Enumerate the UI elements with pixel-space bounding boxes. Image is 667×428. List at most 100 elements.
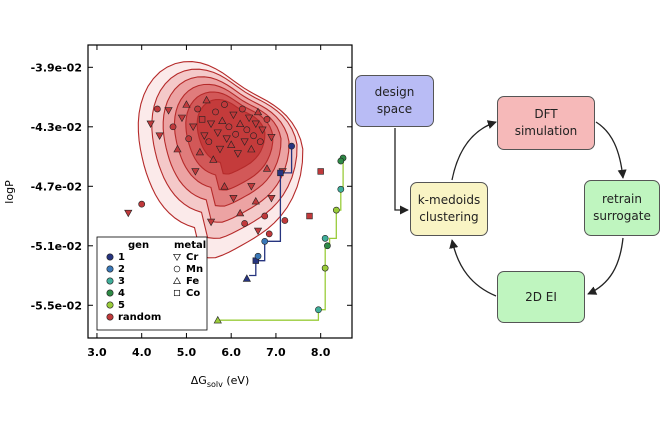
- x-axis-ticks: 3.0 4.0 5.0 6.0 7.0 8.0: [87, 45, 331, 359]
- k-medoids-clustering-node: k-medoids clustering: [410, 182, 488, 236]
- 2d-ei-node: 2D EI: [497, 271, 585, 323]
- data-point-gen-random: [253, 227, 263, 236]
- arrow-2dei-to-kmedoids: [449, 239, 497, 297]
- data-point-gen-random: [241, 220, 248, 227]
- legend-metal-marker: [173, 276, 181, 285]
- data-point-gen-random: [306, 212, 313, 220]
- data-point-gen-random: [153, 105, 161, 113]
- dft-simulation-node: DFT simulation: [497, 96, 595, 150]
- data-point-gen-random: [317, 168, 324, 175]
- data-point-gen-random: [263, 116, 271, 123]
- data-point-gen-random: [182, 100, 191, 108]
- data-point-gen-random: [177, 114, 187, 123]
- x-axis-label: ΔGsolv (eV): [191, 374, 249, 389]
- legend-gen-label: 3: [118, 276, 125, 287]
- legend-metal-label: Co: [186, 288, 200, 299]
- legend-metal-label: Cr: [186, 252, 198, 263]
- data-point-gen-random: [247, 144, 256, 153]
- data-point-gen-random: [281, 217, 289, 224]
- data-point-gen-random: [222, 135, 231, 143]
- legend-gen-marker: [106, 277, 114, 285]
- y-tick-label: -4.7e-02: [31, 180, 82, 193]
- legend-metal-label: Mn: [186, 264, 203, 275]
- arrow-dft-to-retrain: [595, 121, 627, 179]
- legend-metal-marker: [173, 253, 181, 262]
- data-point-gen-random: [232, 130, 240, 138]
- x-tick-label: 5.0: [177, 346, 197, 359]
- data-point-gen-random: [213, 129, 222, 137]
- data-point-gen-random: [169, 123, 177, 131]
- legend-gen-label: 1: [118, 252, 125, 263]
- legend-metal-marker: [173, 289, 181, 297]
- data-point-gen-random: [221, 101, 228, 108]
- data-point-gen-random: [262, 164, 272, 172]
- data-point-gen-random: [251, 196, 260, 205]
- y-tick-label: -4.3e-02: [31, 121, 82, 134]
- y-tick-label: -5.5e-02: [31, 299, 82, 312]
- arrow-retrain-to-2dei: [587, 237, 624, 295]
- arrow-design-to-kmedoids: [394, 128, 409, 215]
- legend-gen-label: random: [118, 312, 161, 323]
- data-points: [124, 95, 347, 324]
- data-point-gen-random: [206, 120, 216, 129]
- data-point-gen-random: [206, 218, 216, 227]
- design-space-node: design space: [355, 75, 434, 127]
- x-tick-label: 3.0: [87, 346, 107, 359]
- y-tick-label: -3.9e-02: [31, 61, 82, 74]
- data-point-gen-random: [267, 195, 276, 203]
- legend-metal-title: metal: [174, 240, 206, 251]
- data-point-gen-random: [218, 116, 227, 125]
- x-tick-label: 8.0: [311, 346, 331, 359]
- x-tick-label: 4.0: [132, 346, 152, 359]
- legend-gen-label: 4: [118, 288, 125, 299]
- data-point-gen-random: [200, 132, 209, 140]
- y-axis-ticks: -3.9e-02 -4.3e-02 -4.7e-02 -5.1e-02 -5.5e-02: [31, 61, 352, 312]
- plot-frame: [87, 44, 353, 339]
- data-point-gen-1: [277, 169, 284, 177]
- data-point-gen-2: [261, 237, 269, 245]
- data-point-gen-random: [251, 120, 260, 129]
- data-point-gen-random: [247, 183, 256, 191]
- y-axis-label: logP: [3, 180, 16, 204]
- data-point-gen-random: [236, 119, 245, 128]
- x-tick-label: 6.0: [221, 346, 241, 359]
- data-point-gen-random: [202, 95, 211, 104]
- data-point-gen-1: [288, 142, 295, 150]
- workflow-arrows: [394, 120, 627, 297]
- data-point-gen-random: [164, 107, 173, 115]
- data-point-gen-random: [258, 126, 267, 134]
- legend-gen-label: 5: [118, 300, 125, 311]
- data-point-gen-random: [225, 123, 233, 131]
- data-point-gen-random: [191, 168, 200, 176]
- data-point-gen-random: [233, 150, 243, 158]
- retrain-surrogate-node: retrain surrogate: [584, 180, 660, 236]
- data-point-gen-random: [253, 107, 263, 116]
- legend-box: [96, 236, 208, 331]
- data-point-gen-random: [212, 108, 219, 116]
- data-point-gen-random: [198, 116, 206, 123]
- data-point-gen-5: [321, 264, 329, 272]
- data-point-gen-random: [209, 155, 218, 163]
- legend-gen-marker: [106, 313, 114, 321]
- data-point-gen-random: [194, 105, 201, 113]
- data-point-gen-random: [185, 135, 193, 143]
- data-point-gen-random: [146, 120, 155, 129]
- data-point-gen-random: [227, 140, 236, 148]
- data-point-gen-random: [205, 138, 213, 146]
- data-point-gen-random: [189, 123, 198, 132]
- y-tick-label: -5.1e-02: [31, 240, 82, 253]
- data-point-gen-random: [173, 144, 182, 153]
- data-point-gen-random: [195, 147, 204, 156]
- legend-gen-title: gen: [128, 240, 149, 251]
- x-tick-label: 7.0: [266, 346, 286, 359]
- data-point-gen-random: [250, 132, 257, 140]
- data-point-gen-random: [236, 208, 245, 217]
- data-point-gen-3: [315, 306, 322, 314]
- data-point-gen-4: [337, 157, 345, 165]
- legend-gen-marker: [106, 265, 114, 273]
- data-point-gen-random: [220, 182, 229, 190]
- legend-gen-marker: [106, 289, 114, 297]
- data-point-gen-random: [124, 209, 133, 218]
